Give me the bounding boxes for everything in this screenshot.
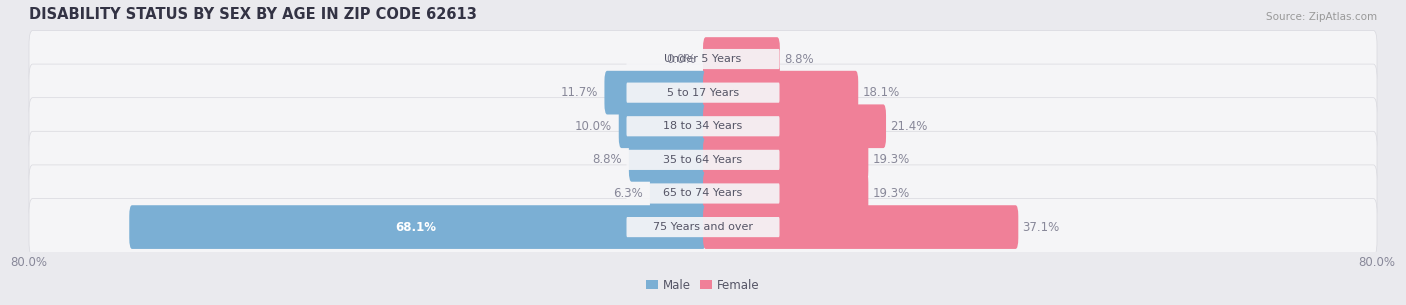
FancyBboxPatch shape: [605, 71, 706, 114]
FancyBboxPatch shape: [703, 172, 869, 215]
Text: 0.0%: 0.0%: [666, 52, 696, 66]
Text: 5 to 17 Years: 5 to 17 Years: [666, 88, 740, 98]
Text: 8.8%: 8.8%: [785, 52, 814, 66]
Text: 19.3%: 19.3%: [872, 187, 910, 200]
FancyBboxPatch shape: [703, 205, 1018, 249]
Text: 19.3%: 19.3%: [872, 153, 910, 166]
FancyBboxPatch shape: [627, 83, 779, 103]
FancyBboxPatch shape: [30, 98, 1376, 155]
Text: 65 to 74 Years: 65 to 74 Years: [664, 188, 742, 199]
FancyBboxPatch shape: [30, 64, 1376, 121]
FancyBboxPatch shape: [627, 217, 779, 237]
FancyBboxPatch shape: [703, 104, 886, 148]
Text: 10.0%: 10.0%: [575, 120, 612, 133]
FancyBboxPatch shape: [627, 116, 779, 136]
FancyBboxPatch shape: [703, 138, 869, 182]
FancyBboxPatch shape: [129, 205, 706, 249]
Text: 68.1%: 68.1%: [395, 221, 437, 234]
FancyBboxPatch shape: [703, 71, 858, 114]
Text: 75 Years and over: 75 Years and over: [652, 222, 754, 232]
Text: 6.3%: 6.3%: [613, 187, 643, 200]
Text: 18 to 34 Years: 18 to 34 Years: [664, 121, 742, 131]
Text: Under 5 Years: Under 5 Years: [665, 54, 741, 64]
Text: 18.1%: 18.1%: [862, 86, 900, 99]
FancyBboxPatch shape: [627, 49, 779, 69]
FancyBboxPatch shape: [619, 104, 706, 148]
Text: 37.1%: 37.1%: [1022, 221, 1060, 234]
FancyBboxPatch shape: [650, 172, 706, 215]
FancyBboxPatch shape: [30, 165, 1376, 222]
FancyBboxPatch shape: [627, 150, 779, 170]
FancyBboxPatch shape: [628, 138, 706, 182]
FancyBboxPatch shape: [627, 183, 779, 203]
FancyBboxPatch shape: [30, 199, 1376, 256]
FancyBboxPatch shape: [703, 37, 780, 81]
FancyBboxPatch shape: [30, 30, 1376, 88]
Legend: Male, Female: Male, Female: [641, 274, 765, 296]
Text: 21.4%: 21.4%: [890, 120, 928, 133]
Text: 35 to 64 Years: 35 to 64 Years: [664, 155, 742, 165]
Text: Source: ZipAtlas.com: Source: ZipAtlas.com: [1265, 12, 1376, 22]
FancyBboxPatch shape: [30, 131, 1376, 188]
Text: 11.7%: 11.7%: [561, 86, 598, 99]
Text: 8.8%: 8.8%: [592, 153, 621, 166]
Text: DISABILITY STATUS BY SEX BY AGE IN ZIP CODE 62613: DISABILITY STATUS BY SEX BY AGE IN ZIP C…: [30, 7, 477, 22]
